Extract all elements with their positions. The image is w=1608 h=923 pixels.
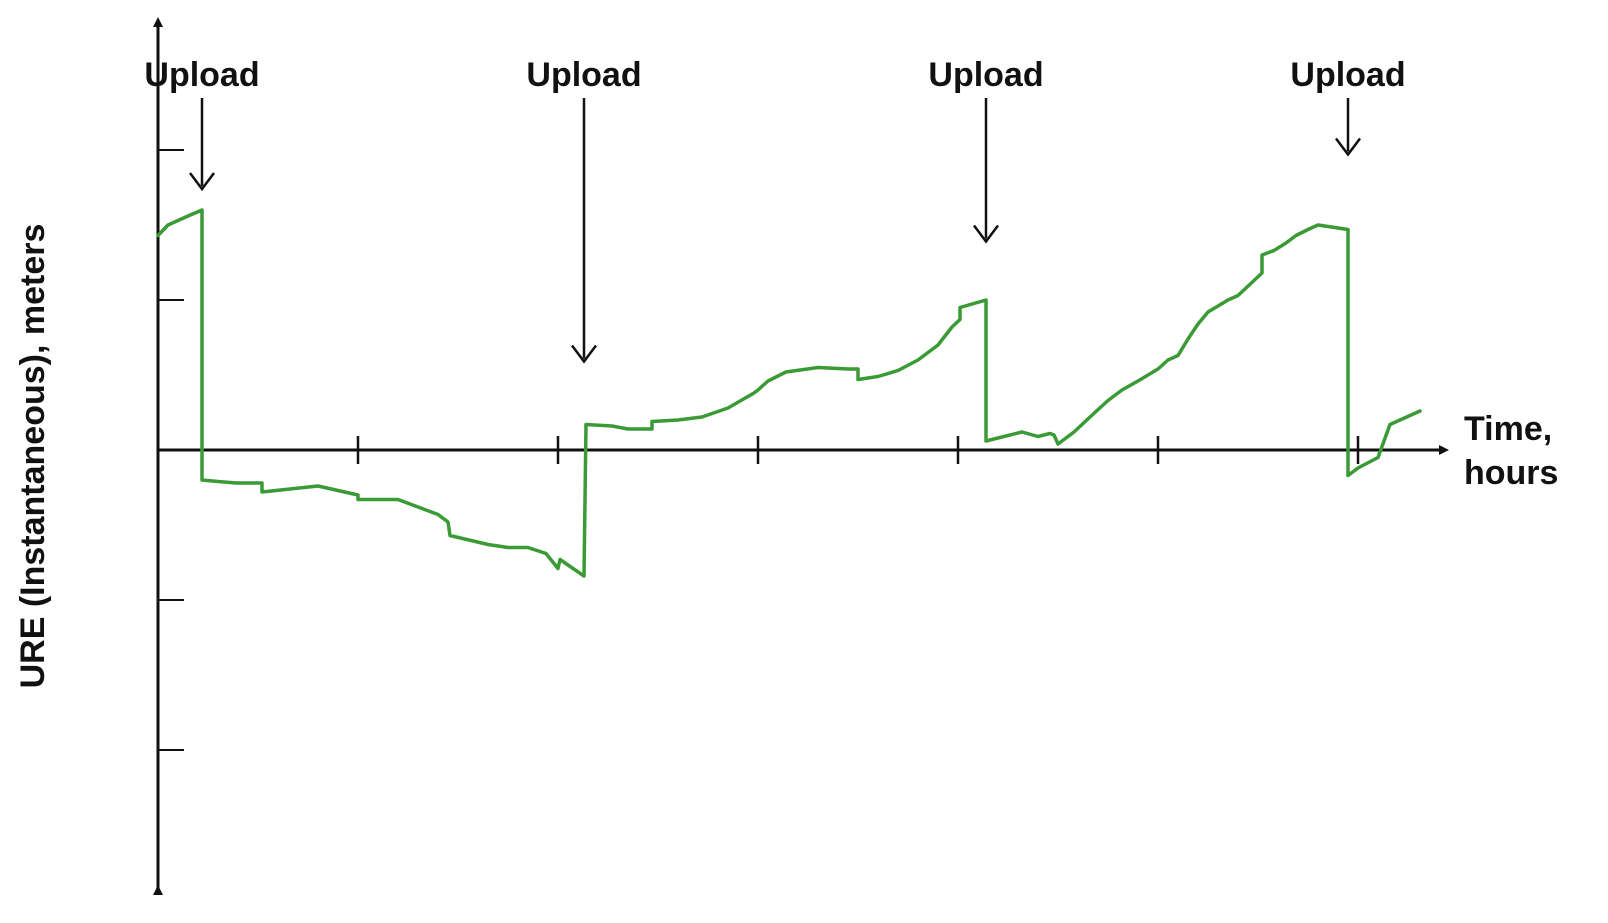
upload-label: Upload: [928, 56, 1043, 94]
upload-annotations: Upload Upload Upload Upload: [144, 56, 1406, 364]
upload-annotation: Upload: [1290, 56, 1406, 157]
x-axis-label-line2: hours: [1464, 454, 1558, 492]
upload-arrow-head: [973, 224, 999, 244]
ure-line: [156, 208, 1422, 578]
upload-arrow-head: [189, 172, 215, 192]
y-axis-label: URE (Instantaneous), meters: [14, 224, 52, 689]
upload-label: Upload: [1290, 56, 1405, 94]
upload-label: Upload: [526, 56, 641, 94]
upload-arrow-head: [1335, 137, 1361, 157]
series-layer: [156, 208, 1422, 578]
x-axis-label-line1: Time,: [1464, 410, 1552, 448]
upload-annotation: Upload: [526, 56, 642, 364]
upload-arrow-head: [571, 344, 597, 364]
upload-annotation: Upload: [928, 56, 1044, 244]
axes: [153, 17, 1449, 895]
upload-annotation: Upload: [144, 56, 260, 192]
tick-marks: [158, 149, 1360, 751]
upload-label: Upload: [144, 56, 259, 94]
